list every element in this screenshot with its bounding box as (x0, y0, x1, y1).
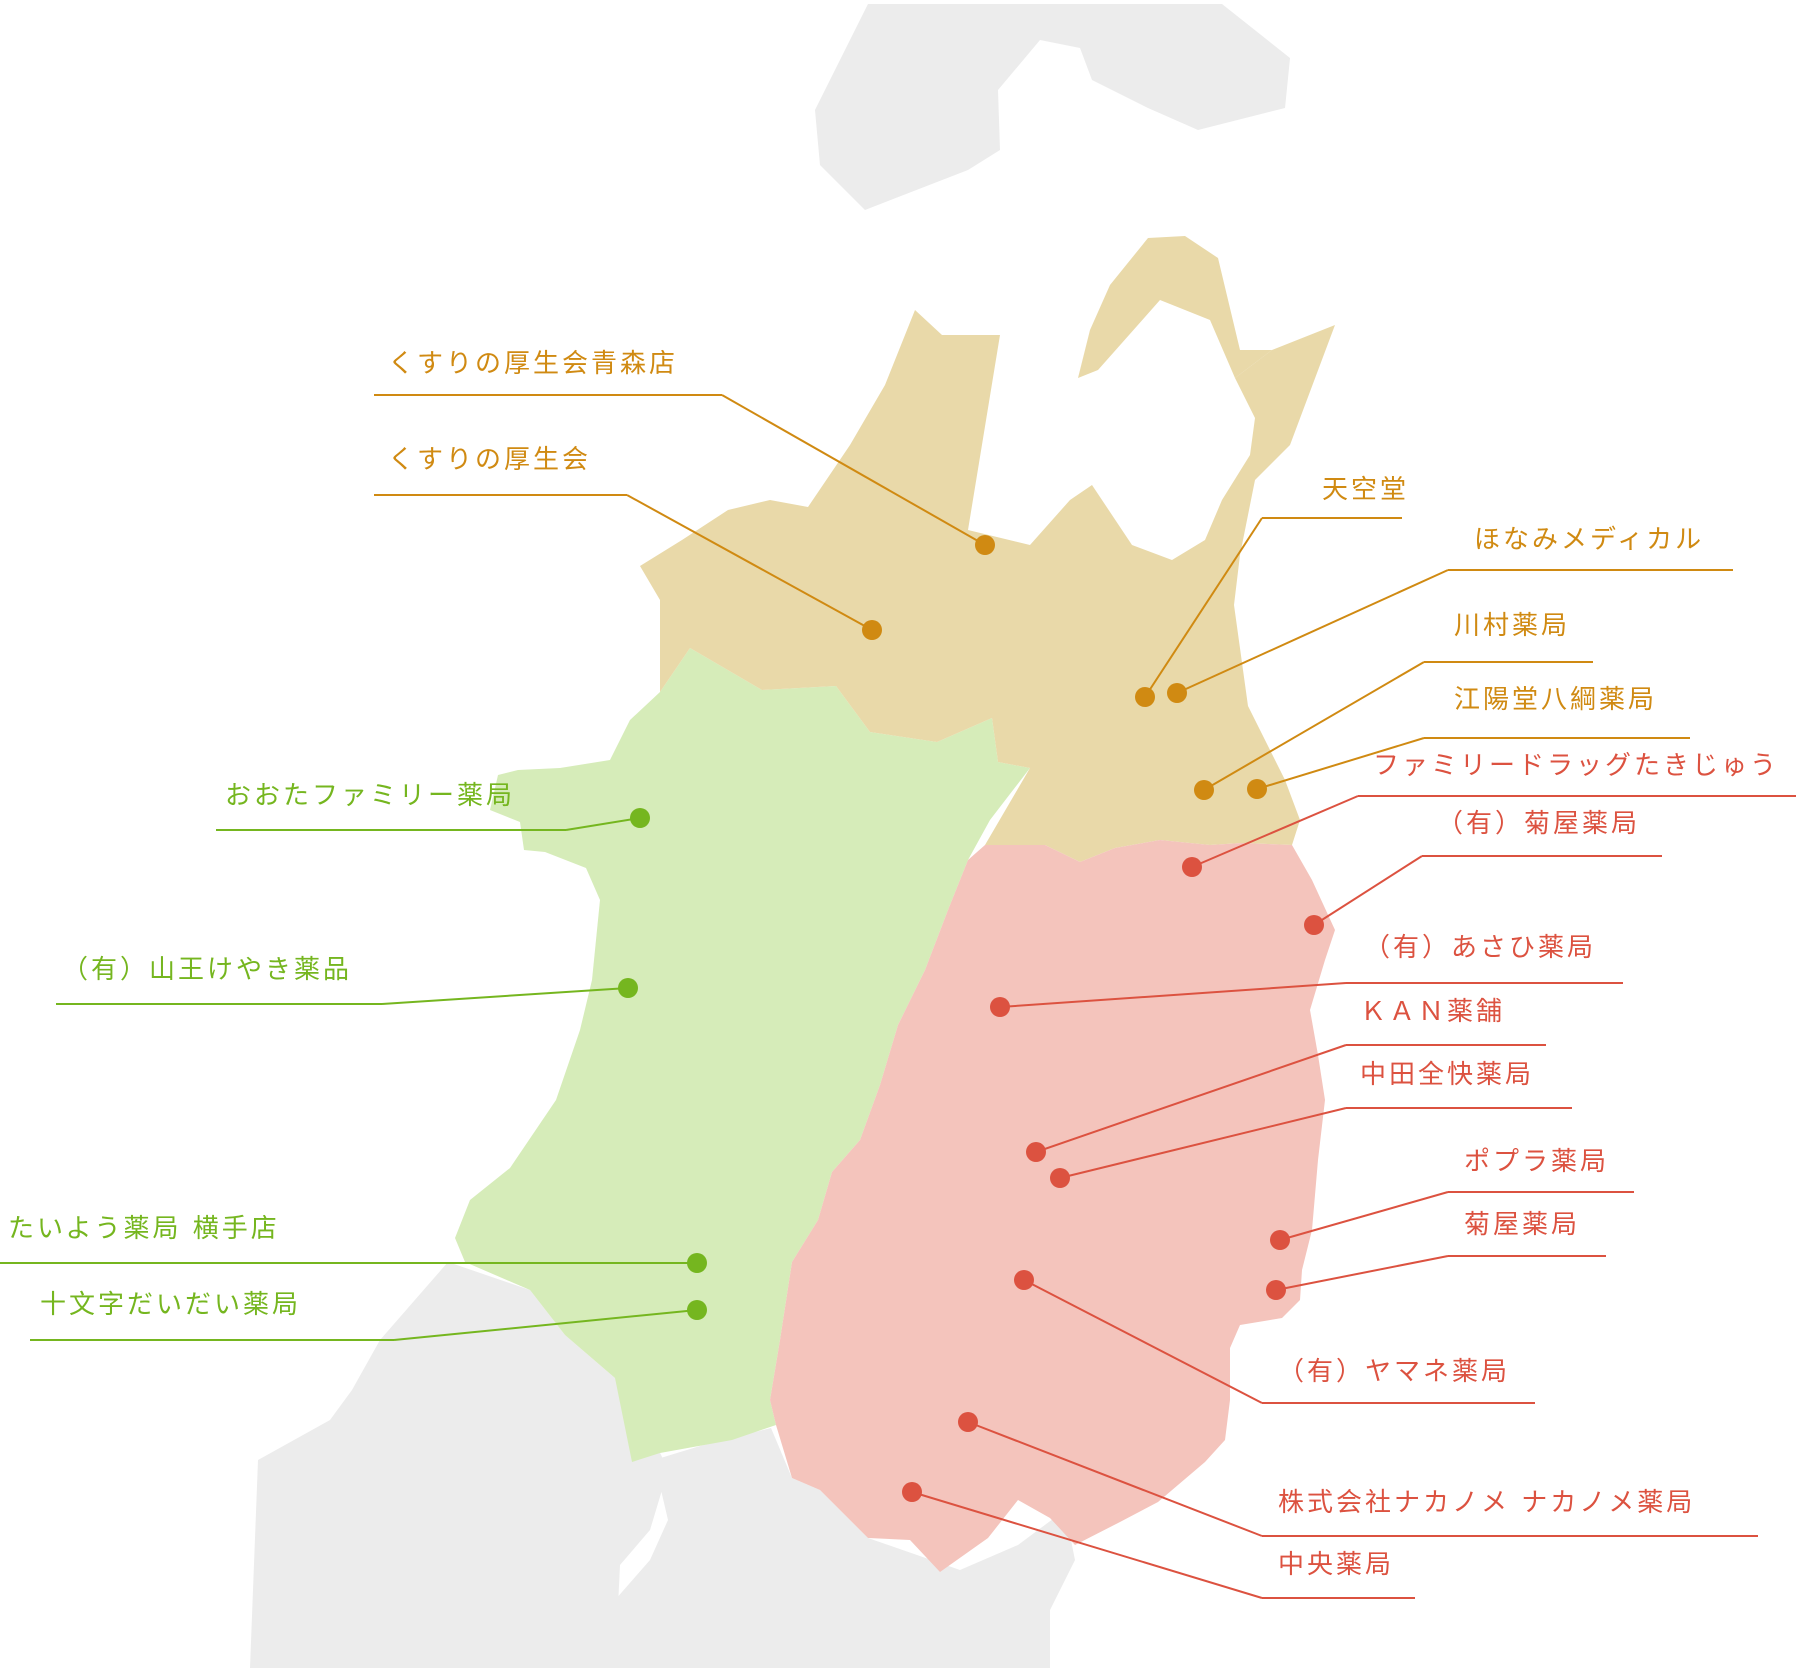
pharmacy-19-marker[interactable] (687, 1253, 707, 1273)
pharmacy-13-leader-line (1275, 1255, 1449, 1291)
pharmacy-4-leader-line (1176, 569, 1449, 694)
pharmacy-9-marker[interactable] (990, 997, 1010, 1017)
pharmacy-15-label[interactable]: 株式会社ナカノメ ナカノメ薬局 (1278, 1488, 1695, 1518)
pharmacy-3-marker[interactable] (1135, 687, 1155, 707)
pharmacy-10-leader-line (1035, 1044, 1347, 1153)
pharmacy-18-marker[interactable] (618, 978, 638, 998)
pharmacy-5-marker[interactable] (1194, 780, 1214, 800)
aomori-peninsula-east (1078, 236, 1272, 378)
pharmacy-15-marker[interactable] (958, 1412, 978, 1432)
pharmacy-17-marker[interactable] (630, 808, 650, 828)
pharmacy-1-marker[interactable] (975, 535, 995, 555)
pharmacy-9-label[interactable]: （有）あさひ薬局 (1364, 933, 1596, 963)
pharmacy-12-marker[interactable] (1270, 1230, 1290, 1250)
pharmacy-6-marker[interactable] (1247, 779, 1267, 799)
pharmacy-20-label[interactable]: 十文字だいだい薬局 (40, 1290, 301, 1320)
pharmacy-12-leader-line (1279, 1191, 1449, 1241)
pharmacy-5-label[interactable]: 川村薬局 (1454, 611, 1570, 641)
pharmacy-14-label[interactable]: （有）ヤマネ薬局 (1278, 1357, 1510, 1387)
pharmacy-9-leader-line (999, 982, 1347, 1008)
pharmacy-13-marker[interactable] (1266, 1280, 1286, 1300)
pharmacy-15-leader-line (967, 1421, 1263, 1537)
pharmacy-7-leader-line (1191, 795, 1359, 868)
pharmacy-8-marker[interactable] (1304, 915, 1324, 935)
pharmacy-13-label[interactable]: 菊屋薬局 (1464, 1210, 1580, 1240)
pharmacy-16-label[interactable]: 中央薬局 (1278, 1550, 1394, 1580)
iwate-region (770, 840, 1335, 1572)
south-landmass (615, 1428, 1075, 1668)
akita-region (455, 648, 1030, 1462)
miyagi-yamagata-landmass (250, 1262, 668, 1668)
pharmacy-3-leader-line (1144, 517, 1263, 698)
pharmacy-8-label[interactable]: （有）菊屋薬局 (1437, 809, 1640, 839)
pharmacy-18-leader-line (381, 987, 629, 1005)
pharmacy-14-leader-line (1023, 1279, 1263, 1404)
pharmacy-3-label[interactable]: 天空堂 (1322, 475, 1409, 505)
pharmacy-4-label[interactable]: ほなみメディカル (1474, 525, 1704, 555)
pharmacy-11-label[interactable]: 中田全快薬局 (1360, 1060, 1534, 1090)
pharmacy-1-leader-line (721, 394, 986, 546)
pharmacy-8-leader-line (1313, 855, 1423, 926)
pharmacy-5-leader-line (1203, 661, 1425, 791)
pharmacy-11-leader-line (1059, 1107, 1347, 1179)
pharmacy-17-label[interactable]: おおたファミリー薬局 (225, 781, 515, 811)
pharmacy-18-label[interactable]: （有）山王けやき薬品 (62, 955, 352, 985)
pharmacy-10-label[interactable]: ＫＡＮ薬舗 (1360, 997, 1505, 1027)
pharmacy-12-label[interactable]: ポプラ薬局 (1464, 1147, 1609, 1177)
pharmacy-20-leader-line (393, 1309, 698, 1341)
hokkaido-landmass (815, 4, 1290, 210)
aomori-region (640, 310, 1335, 862)
pharmacy-7-marker[interactable] (1182, 857, 1202, 877)
pharmacy-1-label[interactable]: くすりの厚生会青森店 (388, 349, 678, 379)
pharmacy-7-label[interactable]: ファミリードラッグたきじゅう (1373, 751, 1779, 781)
pharmacy-11-marker[interactable] (1050, 1168, 1070, 1188)
pharmacy-14-marker[interactable] (1014, 1270, 1034, 1290)
pharmacy-16-leader-line (911, 1491, 1263, 1599)
pharmacy-16-marker[interactable] (902, 1482, 922, 1502)
pharmacy-4-marker[interactable] (1167, 683, 1187, 703)
pharmacy-19-label[interactable]: たいよう薬局 横手店 (8, 1214, 280, 1244)
pharmacy-2-leader-line (626, 494, 873, 631)
pharmacy-17-leader-line (565, 817, 641, 831)
pharmacy-20-marker[interactable] (687, 1300, 707, 1320)
pharmacy-10-marker[interactable] (1026, 1142, 1046, 1162)
pharmacy-6-label[interactable]: 江陽堂八綱薬局 (1454, 685, 1657, 715)
pharmacy-2-marker[interactable] (862, 620, 882, 640)
pharmacy-2-label[interactable]: くすりの厚生会 (388, 445, 591, 475)
pharmacy-6-leader-line (1256, 737, 1425, 790)
